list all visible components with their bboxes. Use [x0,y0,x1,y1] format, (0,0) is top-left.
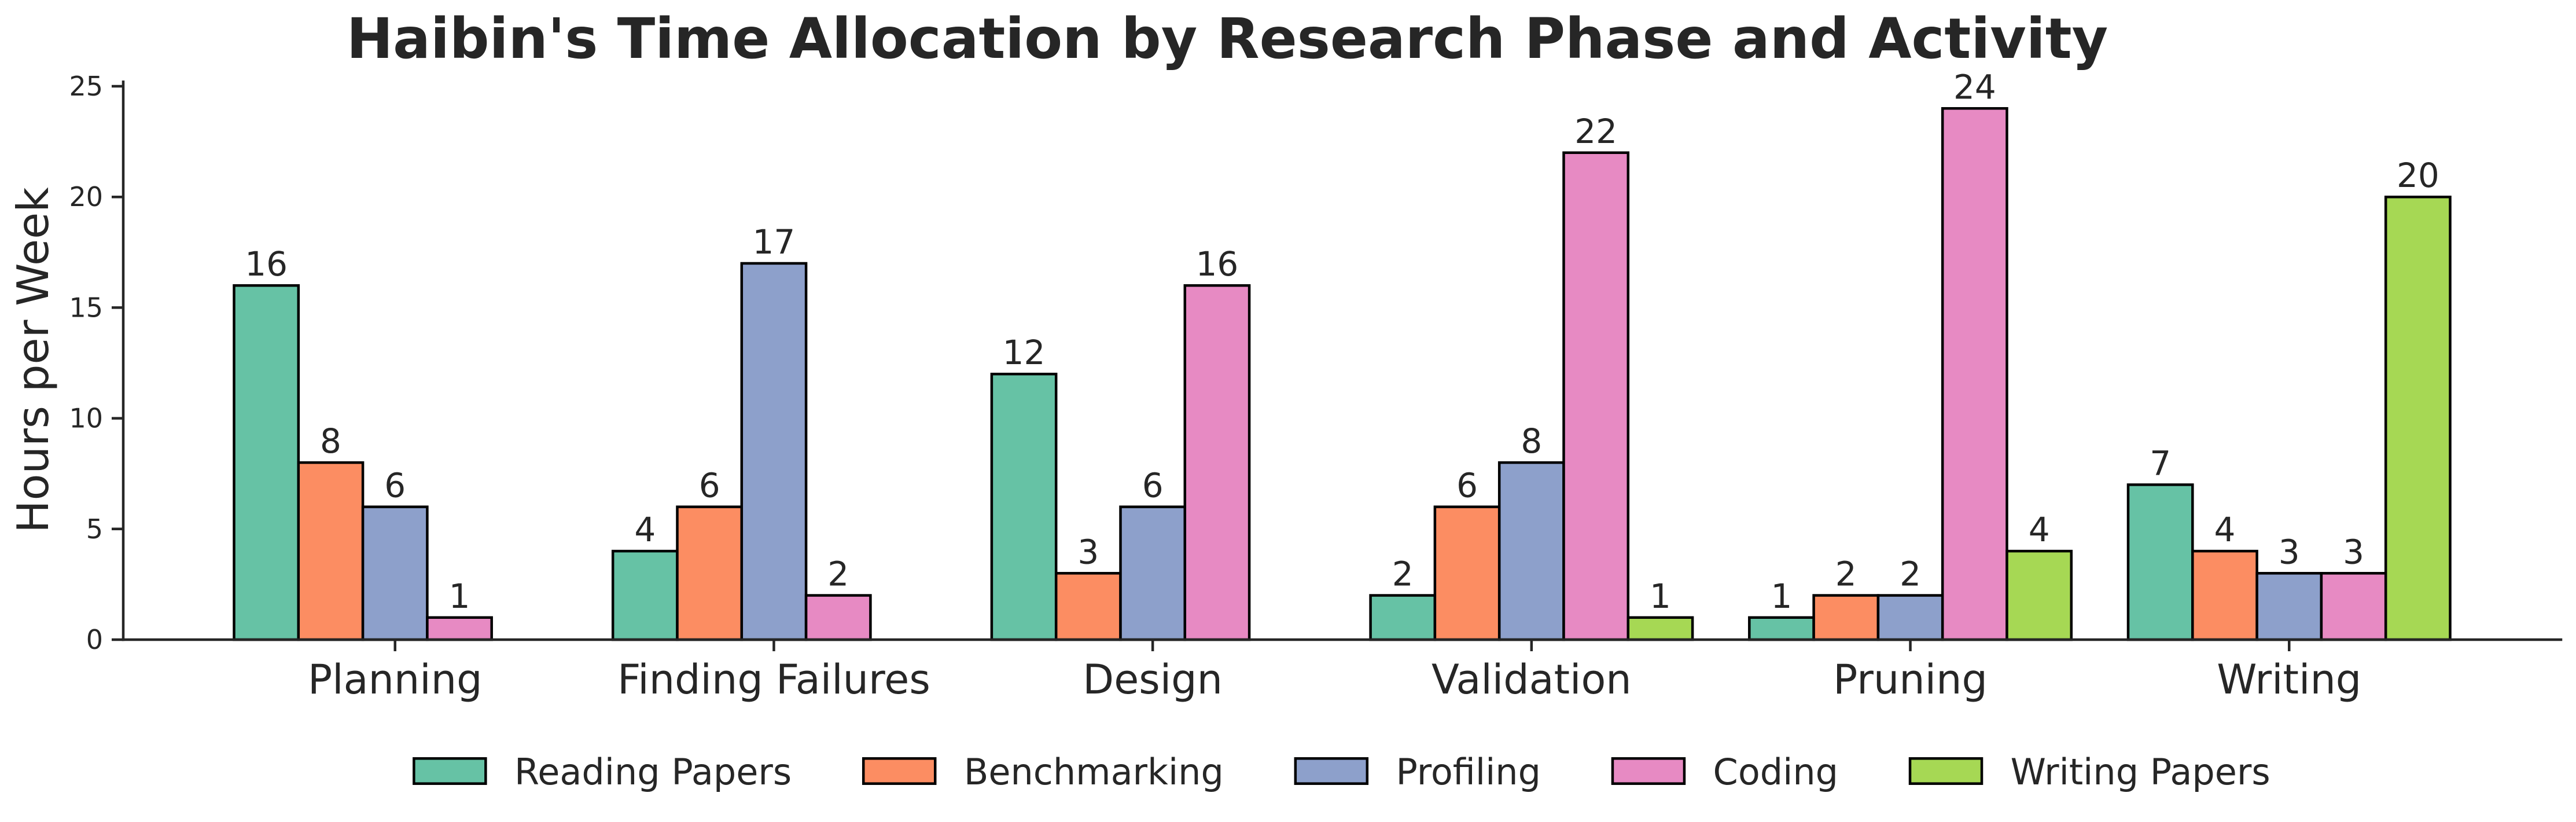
y-tick-label: 0 [86,624,103,655]
bars [233,107,2452,641]
legend-item-benchmarking: Benchmarking [862,751,1224,793]
bar-planning-profiling [361,505,429,641]
x-tick-label: Writing [2217,656,2361,703]
legend-label: Reading Papers [514,751,792,793]
legend-label: Benchmarking [964,751,1224,793]
bar-value-label: 3 [2279,532,2300,571]
bar-validation-coding [1562,151,1630,641]
y-axis: 0 5 10 15 20 25 [69,71,125,655]
legend-swatch [413,757,487,785]
bar-pruning-profiling [1876,594,1944,641]
bar-value-label: 8 [320,421,341,461]
y-tick-label: 5 [86,513,103,545]
bar-value-label: 20 [2397,156,2439,195]
bar-value-label: 6 [699,466,720,505]
bar-pruning-benchmarking [1812,594,1880,641]
bar-value-label: 2 [827,555,849,594]
bar-value-label: 6 [1142,466,1164,505]
bar-value-label: 2 [1900,555,1921,594]
y-tick-label: 25 [69,71,103,102]
bar-value-label: 2 [1392,555,1414,594]
bar-finding-failures-coding [804,594,872,641]
bar-value-label: 6 [384,466,406,505]
bar-value-label: 22 [1574,112,1617,151]
bar-writing-benchmarking [2191,549,2258,641]
bar-design-profiling [1119,505,1187,641]
y-tick-label: 15 [69,292,103,323]
bar-planning-coding [426,616,493,641]
bar-value-label: 3 [1077,532,1099,571]
bar-value-label: 4 [2029,510,2050,549]
x-tick-label: Validation [1431,656,1632,703]
bar-writing-reading-papers [2126,483,2194,641]
y-axis-label: Hours per Week [8,187,58,533]
bar-value-label: 6 [1456,466,1478,505]
legend-swatch [1908,757,1983,785]
bar-pruning-writing-papers [2005,549,2073,641]
bar-finding-failures-reading-papers [611,549,679,641]
legend: Reading Papers Benchmarking Profiling Codin… [413,751,2270,793]
y-tick-label: 10 [69,403,103,434]
x-axis: Planning Finding Failures Design Validation… [122,638,2563,703]
chart-title: Haibin's Time Allocation by Research Pha… [347,6,2108,71]
bar-writing-profiling [2255,572,2323,641]
bar-value-label: 16 [1196,244,1239,284]
bar-value-label: 8 [1521,421,1542,461]
legend-swatch [1294,757,1369,785]
legend-label: Profiling [1396,751,1541,793]
bar-validation-writing-papers [1626,616,1694,641]
bar-value-label: 24 [1953,67,1996,107]
bar-value-label: 4 [634,510,656,549]
bar-validation-reading-papers [1369,594,1437,641]
legend-swatch [862,757,937,785]
x-tick-label: Finding Failures [617,656,930,703]
bar-value-label: 1 [1650,577,1671,616]
bar-finding-failures-benchmarking [676,505,744,641]
bar-writing-writing-papers [2384,195,2452,641]
bar-finding-failures-profiling [740,262,808,641]
legend-swatch [1611,757,1686,785]
bar-design-benchmarking [1054,572,1122,641]
legend-item-reading-papers: Reading Papers [413,751,792,793]
y-tick-label: 20 [69,181,103,212]
bar-pruning-coding [1941,107,2008,641]
bar-value-label: 1 [449,577,470,616]
bar-validation-benchmarking [1433,505,1501,641]
bar-value-label: 3 [2343,532,2364,571]
legend-item-coding: Coding [1611,751,1838,793]
legend-item-writing-papers: Writing Papers [1908,751,2270,793]
legend-label: Coding [1713,751,1838,793]
x-tick-label: Planning [308,656,483,703]
legend-item-profiling: Profiling [1294,751,1541,793]
bar-planning-benchmarking [297,461,365,641]
bar-design-coding [1183,284,1251,641]
bar-design-reading-papers [990,372,1058,641]
bar-value-label: 7 [2150,443,2171,483]
bar-value-label: 1 [1771,577,1792,616]
bar-value-label: 2 [1835,555,1857,594]
bar-value-label: 12 [1003,333,1046,372]
bar-value-label: 16 [245,244,288,284]
x-tick-label: Pruning [1833,656,1988,703]
x-tick-label: Design [1083,656,1223,703]
bar-value-label: 17 [753,222,796,262]
bar-pruning-reading-papers [1748,616,1815,641]
bar-validation-profiling [1497,461,1565,641]
bar-value-label: 4 [2214,510,2235,549]
bar-writing-coding [2320,572,2387,641]
legend-label: Writing Papers [2011,751,2270,793]
bar-planning-reading-papers [233,284,300,641]
